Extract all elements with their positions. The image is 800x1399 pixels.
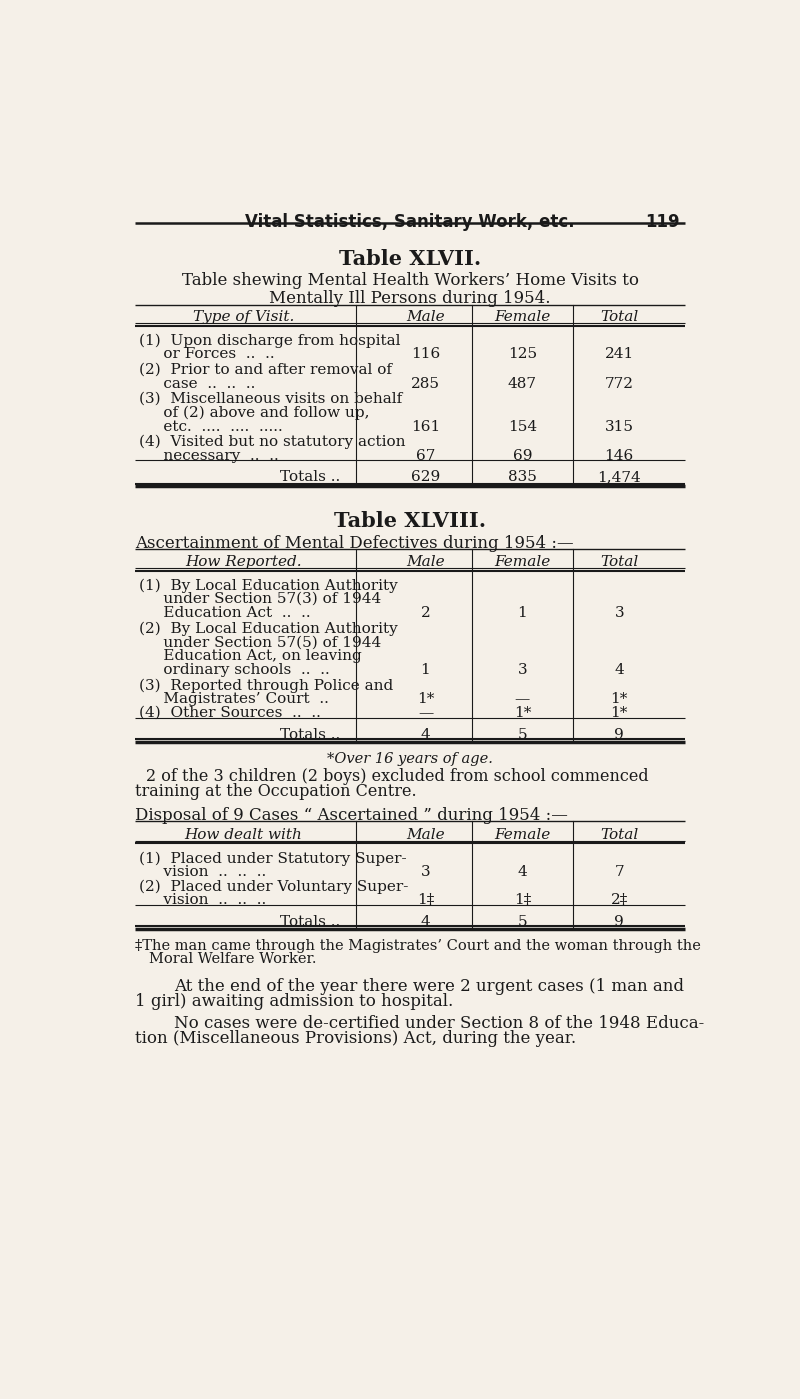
Text: (1)  By Local Education Authority: (1) By Local Education Authority	[138, 578, 398, 593]
Text: 2: 2	[421, 606, 430, 620]
Text: 67: 67	[416, 449, 435, 463]
Text: 1*: 1*	[610, 706, 628, 720]
Text: (3)  Reported through Police and: (3) Reported through Police and	[138, 679, 393, 693]
Text: *Over 16 years of age.: *Over 16 years of age.	[327, 751, 493, 765]
Text: Total: Total	[600, 555, 638, 569]
Text: training at the Occupation Centre.: training at the Occupation Centre.	[135, 783, 417, 800]
Text: Magistrates’ Court  ..: Magistrates’ Court ..	[138, 693, 329, 706]
Text: (2)  By Local Education Authority: (2) By Local Education Authority	[138, 621, 398, 635]
Text: Totals ..: Totals ..	[280, 915, 340, 929]
Text: How dealt with: How dealt with	[185, 828, 302, 842]
Text: Total: Total	[600, 311, 638, 325]
Text: Table shewing Mental Health Workers’ Home Visits to: Table shewing Mental Health Workers’ Hom…	[182, 271, 638, 288]
Text: 4: 4	[421, 727, 430, 741]
Text: —: —	[418, 706, 433, 720]
Text: 9: 9	[614, 915, 624, 929]
Text: Education Act  ..  ..: Education Act .. ..	[138, 606, 310, 620]
Text: 4: 4	[421, 915, 430, 929]
Text: 1 girl) awaiting admission to hospital.: 1 girl) awaiting admission to hospital.	[135, 993, 453, 1010]
Text: 487: 487	[508, 376, 537, 390]
Text: 4: 4	[518, 866, 527, 880]
Text: 116: 116	[411, 347, 440, 361]
Text: 4: 4	[614, 663, 624, 677]
Text: 7: 7	[614, 866, 624, 880]
Text: 9: 9	[614, 727, 624, 741]
Text: ordinary schools  ..  ..: ordinary schools .. ..	[138, 663, 330, 677]
Text: vision  ..  ..  ..: vision .. .. ..	[138, 866, 266, 880]
Text: 1‡: 1‡	[417, 893, 434, 907]
Text: 69: 69	[513, 449, 532, 463]
Text: case  ..  ..  ..: case .. .. ..	[138, 376, 255, 390]
Text: of (2) above and follow up,: of (2) above and follow up,	[138, 406, 370, 420]
Text: 3: 3	[614, 606, 624, 620]
Text: Male: Male	[406, 828, 445, 842]
Text: Female: Female	[494, 828, 550, 842]
Text: Education Act, on leaving: Education Act, on leaving	[138, 649, 362, 663]
Text: 125: 125	[508, 347, 537, 361]
Text: 2‡: 2‡	[610, 893, 628, 907]
Text: 1: 1	[518, 606, 527, 620]
Text: 1*: 1*	[514, 706, 531, 720]
Text: 119: 119	[645, 213, 680, 231]
Text: Total: Total	[600, 828, 638, 842]
Text: 772: 772	[605, 376, 634, 390]
Text: 5: 5	[518, 915, 527, 929]
Text: At the end of the year there were 2 urgent cases (1 man and: At the end of the year there were 2 urge…	[174, 978, 684, 995]
Text: Moral Welfare Worker.: Moral Welfare Worker.	[149, 951, 316, 965]
Text: or Forces  ..  ..: or Forces .. ..	[138, 347, 274, 361]
Text: 1*: 1*	[417, 693, 434, 706]
Text: 3: 3	[518, 663, 527, 677]
Text: vision  ..  ..  ..: vision .. .. ..	[138, 893, 266, 907]
Text: 3: 3	[421, 866, 430, 880]
Text: ‡The man came through the Magistrates’ Court and the woman through the: ‡The man came through the Magistrates’ C…	[135, 939, 701, 953]
Text: 161: 161	[411, 420, 440, 434]
Text: (4)  Visited but no statutory action: (4) Visited but no statutory action	[138, 435, 406, 449]
Text: 835: 835	[508, 470, 537, 484]
Text: under Section 57(5) of 1944: under Section 57(5) of 1944	[138, 635, 381, 649]
Text: —: —	[514, 693, 530, 706]
Text: Disposal of 9 Cases “ Ascertained ” during 1954 :—: Disposal of 9 Cases “ Ascertained ” duri…	[135, 807, 568, 824]
Text: Female: Female	[494, 555, 550, 569]
Text: 5: 5	[518, 727, 527, 741]
Text: 1*: 1*	[610, 693, 628, 706]
Text: Female: Female	[494, 311, 550, 325]
Text: Totals ..: Totals ..	[280, 470, 340, 484]
Text: etc.  ....  ....  .....: etc. .... .... .....	[138, 420, 282, 434]
Text: (2)  Placed under Voluntary Super-: (2) Placed under Voluntary Super-	[138, 880, 408, 894]
Text: 241: 241	[605, 347, 634, 361]
Text: 154: 154	[508, 420, 537, 434]
Text: (3)  Miscellaneous visits on behalf: (3) Miscellaneous visits on behalf	[138, 392, 402, 406]
Text: tion (Miscellaneous Provisions) Act, during the year.: tion (Miscellaneous Provisions) Act, dur…	[135, 1030, 576, 1048]
Text: necessary  ..  ..: necessary .. ..	[138, 449, 278, 463]
Text: (1)  Upon discharge from hospital: (1) Upon discharge from hospital	[138, 333, 400, 348]
Text: 315: 315	[605, 420, 634, 434]
Text: 2 of the 3 children (2 boys) excluded from school commenced: 2 of the 3 children (2 boys) excluded fr…	[146, 768, 649, 785]
Text: (4)  Other Sources  ..  ..: (4) Other Sources .. ..	[138, 706, 321, 720]
Text: under Section 57(3) of 1944: under Section 57(3) of 1944	[138, 592, 381, 606]
Text: Vital Statistics, Sanitary Work, etc.: Vital Statistics, Sanitary Work, etc.	[245, 213, 575, 231]
Text: 1: 1	[421, 663, 430, 677]
Text: Totals ..: Totals ..	[280, 727, 340, 741]
Text: No cases were de-certified under Section 8 of the 1948 Educa-: No cases were de-certified under Section…	[174, 1014, 704, 1032]
Text: Table XLVIII.: Table XLVIII.	[334, 511, 486, 530]
Text: 629: 629	[411, 470, 440, 484]
Text: Mentally Ill Persons during 1954.: Mentally Ill Persons during 1954.	[270, 290, 550, 306]
Text: Male: Male	[406, 555, 445, 569]
Text: 146: 146	[605, 449, 634, 463]
Text: (2)  Prior to and after removal of: (2) Prior to and after removal of	[138, 362, 392, 376]
Text: Ascertainment of Mental Defectives during 1954 :—: Ascertainment of Mental Defectives durin…	[135, 536, 574, 553]
Text: Type of Visit.: Type of Visit.	[193, 311, 294, 325]
Text: 1,474: 1,474	[598, 470, 641, 484]
Text: Male: Male	[406, 311, 445, 325]
Text: How Reported.: How Reported.	[185, 555, 302, 569]
Text: 285: 285	[411, 376, 440, 390]
Text: 1‡: 1‡	[514, 893, 531, 907]
Text: Table XLVII.: Table XLVII.	[339, 249, 481, 269]
Text: (1)  Placed under Statutory Super-: (1) Placed under Statutory Super-	[138, 852, 406, 866]
